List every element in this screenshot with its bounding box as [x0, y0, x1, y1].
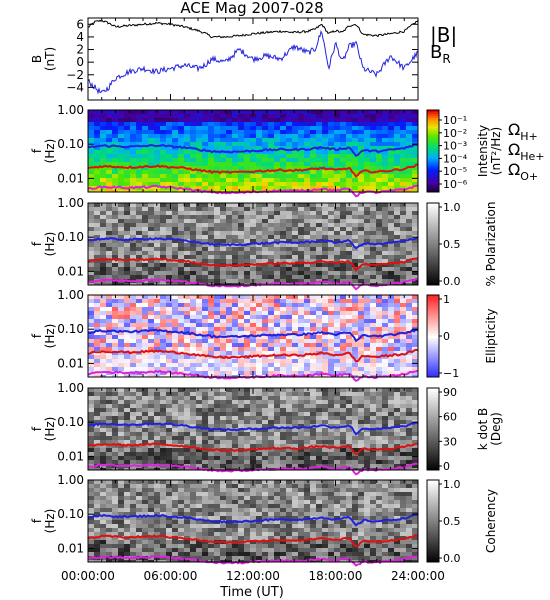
y-axis-label: B — [30, 55, 44, 63]
legend-entry-b-magnitude: |B| — [430, 23, 457, 47]
chart-title: ACE Mag 2007-028 — [180, 0, 323, 17]
curve-label-h: ΩH+ — [508, 120, 538, 143]
y-axis-unit: (nT) — [43, 47, 57, 71]
panel-6: 1.00 0.10 0.01 f (Hz) 1.0 0.5 0.0 Coherency — [30, 473, 498, 567]
colorbar-tick-label: 90 — [443, 386, 457, 399]
y-tick-label: 1.00 — [57, 196, 84, 210]
y-tick-label: 0.01 — [57, 356, 84, 370]
y-tick-label: 4 — [76, 30, 84, 44]
y-tick-label: 0.01 — [57, 264, 84, 278]
series-line-b-magnitude — [88, 19, 419, 39]
y-tick-label: −4 — [66, 80, 84, 94]
colorbar-4: 1 0 −1 Ellipticity — [426, 293, 498, 380]
colorbar-tick-label: 1 — [443, 293, 450, 306]
colorbar-tick-label: 30 — [443, 435, 457, 448]
colorbar-label: Ellipticity — [484, 309, 498, 364]
panel-2: 1.00 0.10 0.01 f (Hz) 10⁻¹10⁻²10⁻³10⁻⁴10⁻⁵10⁻… — [30, 103, 503, 198]
y-axis-unit: (Hz) — [43, 232, 57, 257]
colorbar-tick-label: 0 — [443, 460, 450, 473]
colorbar-5: 90 60 30 0 k dot B (Deg) — [426, 386, 503, 473]
colorbar-tick-label: 1.0 — [443, 478, 461, 491]
spectrogram-cells-3 — [88, 203, 418, 285]
colorbar-tick-label: −1 — [443, 367, 459, 380]
y-tick-label: 1.00 — [57, 473, 84, 487]
x-tick-label: 00:00:00 — [61, 569, 115, 583]
colorbar-tick-label: 0.0 — [443, 552, 461, 565]
colorbar-tick-label: 1.0 — [443, 201, 461, 214]
x-tick-label: 06:00:00 — [144, 569, 198, 583]
y-axis-unit: (Hz) — [43, 139, 57, 164]
gyrofrequency-curve-h-panel-2 — [87, 143, 419, 157]
y-tick-label: 0.01 — [57, 171, 84, 185]
y-tick-label: 0.01 — [57, 541, 84, 555]
colorbar-label: Coherency — [484, 489, 498, 553]
gyrofrequency-curve-h-panel-6 — [87, 513, 419, 527]
spectrogram-cells-2 — [88, 110, 418, 192]
y-tick-label: 0.10 — [57, 415, 84, 429]
colorbar-tick-label: 10⁻⁴ — [443, 152, 468, 165]
colorbar-2: 10⁻¹10⁻²10⁻³10⁻⁴10⁻⁵10⁻⁶ Intensity (nT²/Hz… — [426, 109, 503, 193]
y-tick-label: 0.10 — [57, 507, 84, 521]
gyrofrequency-curve-he-panel-3 — [87, 257, 419, 273]
colorbar-tick-label: 0 — [443, 330, 450, 343]
spectrogram-cells-5 — [88, 388, 418, 470]
legend-entry-b-r: BR — [430, 42, 451, 66]
y-axis-label: f — [30, 241, 44, 246]
colorbar-tick-label: 0.0 — [443, 275, 461, 288]
colorbar-unit: (nT²/Hz) — [489, 127, 503, 175]
curve-label-o: ΩO+ — [508, 160, 538, 183]
y-axis-label: f — [30, 426, 44, 431]
gyrofrequency-curve-he-panel-5 — [87, 442, 419, 456]
colorbar-tick-label: 10⁻⁵ — [443, 165, 467, 178]
y-tick-label: 6 — [76, 17, 84, 31]
y-axis-unit: (Hz) — [43, 417, 57, 442]
x-axis-label: Time (UT) — [219, 585, 284, 600]
gyrofrequency-curve-he-panel-2 — [87, 163, 419, 178]
colorbar-tick-label: 10⁻³ — [443, 140, 467, 153]
gyrofrequency-curve-h-panel-3 — [87, 236, 419, 250]
panel-3: 1.00 0.10 0.01 f (Hz) 1.0 0.5 0.0 % Polarization — [30, 196, 498, 291]
gyrofrequency-curve-he-panel-4 — [87, 348, 419, 363]
panel-4: 1.00 0.10 0.01 f (Hz) 1 0 −1 Ellipticity — [30, 288, 498, 382]
colorbar-tick-label: 10⁻² — [443, 127, 467, 140]
y-axis-label: f — [30, 148, 44, 153]
y-tick-label: 0.10 — [57, 230, 84, 244]
series-line-b-r — [87, 29, 419, 95]
panel-5: 1.00 0.10 0.01 f (Hz) 90 60 30 0 k dot B (Deg) — [30, 381, 503, 476]
colorbar-tick-label: 0.5 — [443, 238, 461, 251]
y-axis-label: f — [30, 518, 44, 523]
colorbar-label: Intensity — [476, 125, 490, 177]
gyrofrequency-curve-he-panel-6 — [87, 533, 419, 547]
y-tick-label: 0.01 — [57, 449, 84, 463]
y-axis-label: f — [30, 333, 44, 338]
x-tick-label: 18:00:00 — [309, 569, 363, 583]
y-tick-label: −2 — [66, 68, 84, 82]
colorbar-tick-label: 10⁻⁶ — [443, 178, 468, 191]
y-tick-label: 0.10 — [57, 137, 84, 151]
gyrofrequency-curve-h-panel-4 — [87, 328, 419, 343]
y-axis-unit: (Hz) — [43, 509, 57, 534]
colorbar-6: 1.0 0.5 0.0 Coherency — [426, 478, 498, 565]
y-axis-unit: (Hz) — [43, 324, 57, 349]
x-tick-label: 12:00:00 — [226, 569, 280, 583]
curve-label-he: ΩHe+ — [508, 140, 545, 163]
x-tick-label: 24:00:00 — [391, 569, 445, 583]
gyrofrequency-curve-h-panel-5 — [87, 421, 419, 436]
colorbar-3: 1.0 0.5 0.0 % Polarization — [426, 201, 498, 288]
y-tick-label: 2 — [76, 43, 84, 57]
y-tick-label: 0 — [76, 55, 84, 69]
y-tick-label: 0.10 — [57, 322, 84, 336]
y-tick-label: 1.00 — [57, 103, 84, 117]
y-tick-label: 1.00 — [57, 381, 84, 395]
colorbar-tick-label: 0.5 — [443, 515, 461, 528]
colorbar-tick-label: 10⁻¹ — [443, 114, 467, 127]
colorbar-label: % Polarization — [484, 202, 498, 287]
colorbar-label: k dot B — [476, 408, 490, 450]
y-tick-label: 1.00 — [57, 288, 84, 302]
colorbar-tick-label: 60 — [443, 411, 457, 424]
colorbar-unit: (Deg) — [489, 412, 503, 446]
